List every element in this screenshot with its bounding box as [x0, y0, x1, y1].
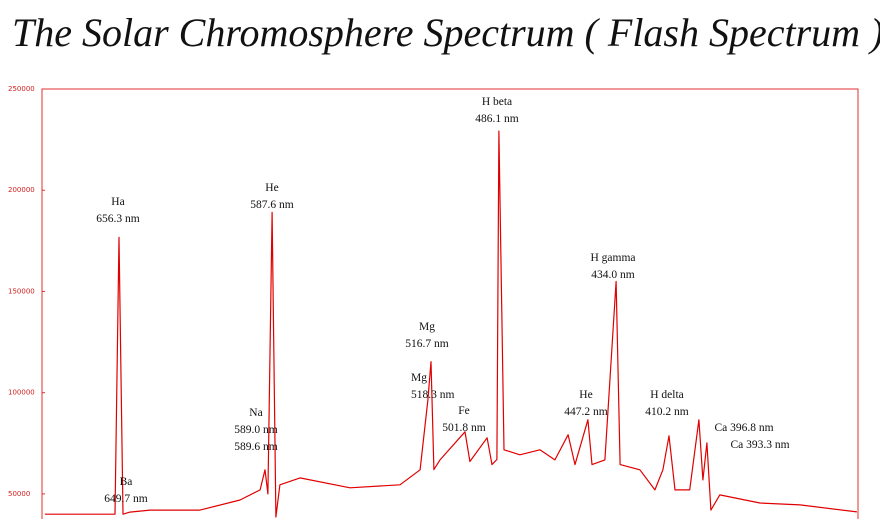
peak-annotation: Mg	[419, 321, 435, 333]
peak-annotation: Na	[249, 407, 262, 419]
y-tick-label: 150000	[8, 287, 35, 295]
peak-annotation: He	[579, 389, 592, 401]
spectrum-line	[44, 130, 857, 518]
peak-annotation: H delta	[650, 389, 684, 401]
peak-annotation: Ca 393.3 nm	[730, 439, 789, 451]
peak-annotation: 447.2 nm	[564, 406, 608, 418]
y-tick-label: 250000	[8, 85, 35, 93]
peak-annotation: Ba	[120, 476, 133, 488]
peak-annotation: 486.1 nm	[475, 113, 519, 125]
peak-annotation: 501.8 nm	[442, 422, 486, 434]
peak-annotation: 434.0 nm	[591, 269, 635, 281]
peak-annotation: Ca 396.8 nm	[714, 422, 773, 434]
peak-annotation: 589.6 nm	[234, 441, 278, 453]
peak-annotation: Fe	[458, 405, 470, 417]
y-tick-label: 50000	[8, 490, 30, 498]
peak-annotation: H beta	[482, 96, 512, 108]
plot-frame	[41, 88, 859, 524]
peak-annotation: He	[265, 182, 278, 194]
peak-annotation: 649.7 nm	[104, 493, 148, 505]
y-tick-label: 200000	[8, 186, 35, 194]
peak-annotation: 410.2 nm	[645, 406, 689, 418]
peak-annotation: 656.3 nm	[96, 213, 140, 225]
peak-annotation: 587.6 nm	[250, 199, 294, 211]
peak-annotation: 516.7 nm	[405, 338, 449, 350]
peak-annotation: H gamma	[590, 252, 635, 264]
peak-annotation: 589.0 nm	[234, 424, 278, 436]
peak-annotation: 518.3 nm	[411, 389, 455, 401]
y-tick-label: 100000	[8, 389, 35, 397]
peak-annotation: Ha	[111, 196, 124, 208]
chart-title: The Solar Chromosphere Spectrum ( Flash …	[12, 10, 880, 55]
peak-annotation: Mg	[411, 372, 427, 384]
